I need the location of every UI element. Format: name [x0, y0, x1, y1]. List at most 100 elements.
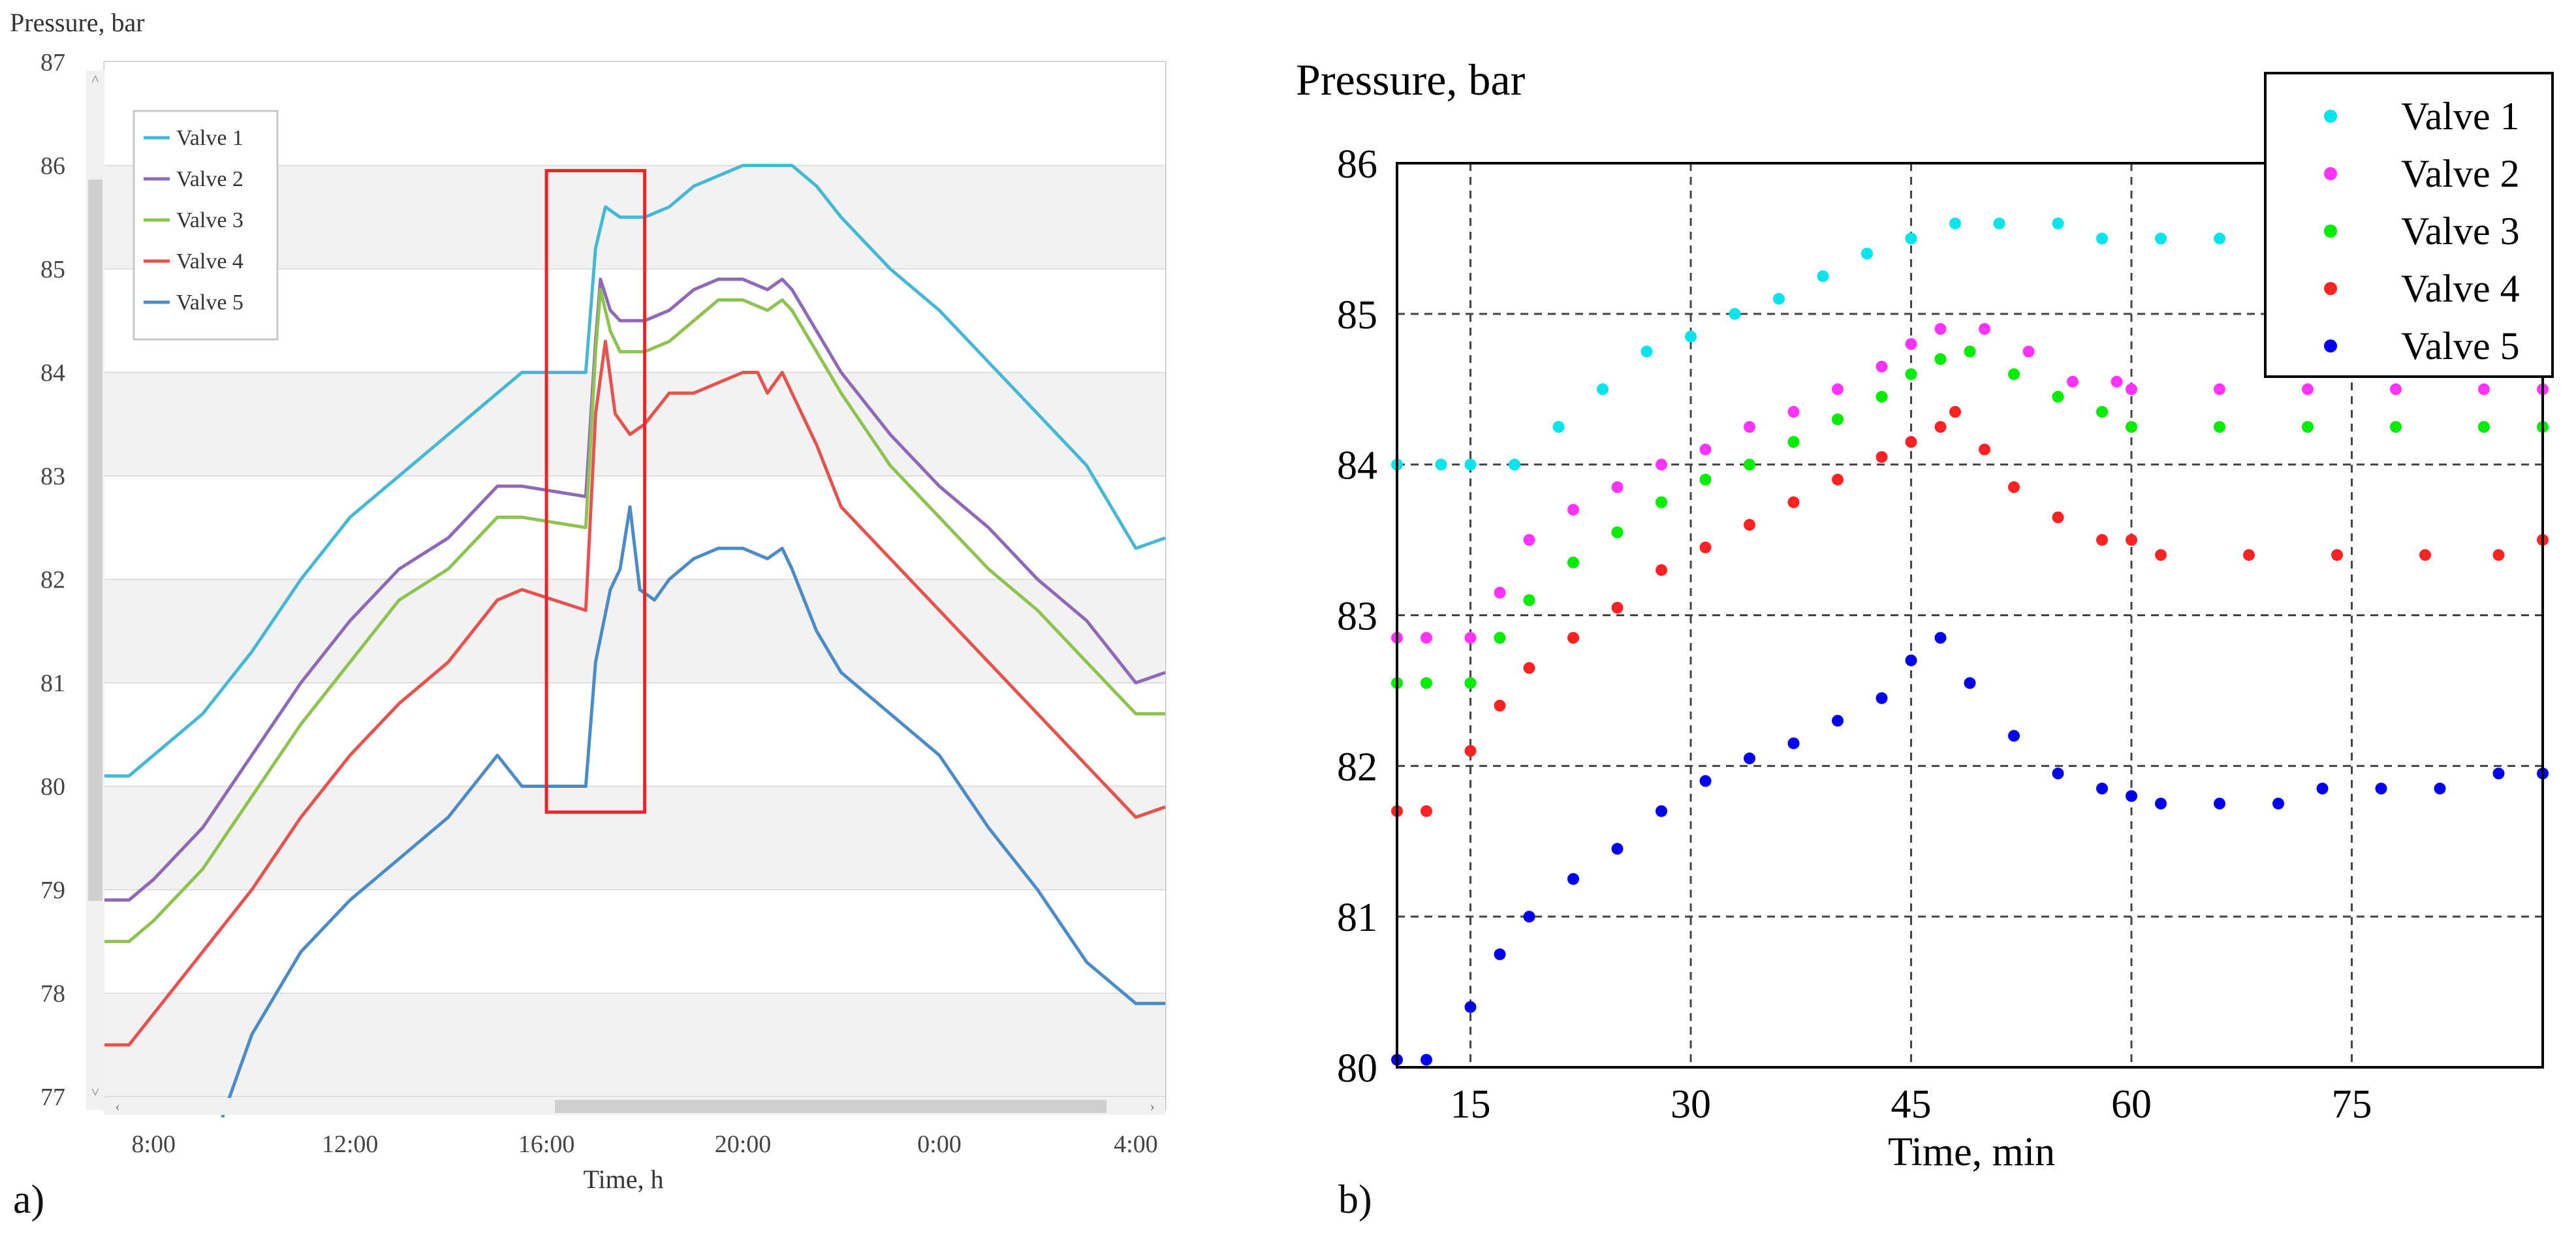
- x-tick-label: 75: [2332, 1082, 2372, 1127]
- x-tick-label: 8:00: [131, 1131, 176, 1158]
- data-point: [2492, 767, 2505, 779]
- data-point: [1787, 737, 1800, 749]
- data-point: [2008, 481, 2020, 493]
- scroll-up-arrow-icon[interactable]: ˄: [91, 70, 99, 87]
- data-point: [1523, 911, 1535, 923]
- data-point: [1934, 353, 1947, 366]
- scroll-right-arrow-icon[interactable]: ›: [1150, 1098, 1154, 1114]
- data-point: [1905, 436, 1917, 448]
- data-point: [1435, 458, 1447, 471]
- data-point: [1567, 632, 1579, 644]
- data-point: [2126, 421, 2137, 433]
- horizontal-scrollbar-thumb[interactable]: [555, 1100, 1107, 1113]
- x-tick-label: 45: [1891, 1082, 1932, 1127]
- data-point: [2008, 368, 2020, 381]
- data-point: [2052, 217, 2064, 230]
- data-point: [1964, 677, 1976, 689]
- scroll-left-arrow-icon[interactable]: ‹: [115, 1098, 119, 1114]
- data-point: [1509, 458, 1520, 471]
- y-tick-label: 83: [1337, 595, 1377, 639]
- panel-a-legend: Valve 1 Valve 2 Valve 3 Valve 4 Valve 5: [133, 110, 279, 341]
- data-point: [1611, 481, 1624, 493]
- data-point: [2052, 767, 2064, 779]
- legend-marker-valve-2: [2324, 167, 2337, 180]
- legend-label-valve-2: Valve 2: [176, 167, 243, 191]
- data-point: [2492, 549, 2505, 561]
- legend-box: [2264, 72, 2554, 378]
- data-point: [1464, 632, 1477, 644]
- series-line-valve-4: [104, 339, 1166, 1047]
- data-point: [2390, 421, 2402, 433]
- panel-a-label: a): [13, 1178, 44, 1222]
- panel-a-x-axis-label: Time, h: [583, 1165, 663, 1194]
- y-tick-label: 87: [40, 49, 65, 76]
- series-valve-1: [1391, 217, 2284, 471]
- scroll-down-arrow-icon[interactable]: ˅: [91, 1084, 99, 1100]
- panel-b-y-axis-label: Pressure, bar: [1296, 55, 1526, 104]
- data-point: [1421, 632, 1432, 644]
- y-tick-label: 83: [40, 463, 65, 490]
- background-band: [104, 372, 1165, 476]
- x-tick-label: 4:00: [1114, 1131, 1158, 1158]
- data-point: [1876, 360, 1888, 373]
- data-point: [1832, 715, 1844, 727]
- data-point: [2302, 383, 2314, 396]
- data-point: [2243, 549, 2255, 561]
- vertical-scrollbar-thumb[interactable]: [88, 180, 102, 901]
- data-point: [2067, 375, 2079, 388]
- data-point: [1523, 662, 1535, 674]
- data-point: [1787, 405, 1800, 418]
- legend-label-valve-3: Valve 3: [2401, 210, 2520, 253]
- data-point: [1993, 217, 2005, 230]
- y-tick-label: 85: [1337, 293, 1377, 337]
- data-point: [2052, 390, 2064, 403]
- x-tick-label: 0:00: [917, 1131, 962, 1158]
- series-line-valve-5: [221, 505, 1165, 1118]
- data-point: [1979, 443, 1990, 456]
- data-point: [1567, 503, 1579, 516]
- data-point: [2096, 783, 2108, 794]
- panel-b-label: b): [1338, 1178, 1372, 1222]
- data-point: [1567, 873, 1579, 885]
- x-tick-label: 60: [2111, 1082, 2152, 1127]
- background-band: [104, 476, 1165, 580]
- data-point: [2126, 790, 2137, 802]
- y-tick-label: 84: [40, 360, 65, 387]
- data-point: [2052, 511, 2064, 524]
- data-point: [2375, 783, 2387, 794]
- data-point: [1656, 496, 1667, 509]
- data-point: [1656, 458, 1667, 471]
- x-tick-label: 15: [1451, 1082, 1491, 1127]
- background-band: [104, 62, 1165, 166]
- data-point: [1979, 322, 1990, 335]
- y-tick-label: 82: [40, 567, 65, 594]
- x-tick-label: 16:00: [518, 1131, 575, 1158]
- data-point: [2155, 232, 2167, 245]
- data-point: [2126, 383, 2137, 396]
- data-point: [1905, 232, 1917, 245]
- data-point: [1876, 451, 1888, 463]
- y-tick-label: 77: [40, 1084, 65, 1111]
- data-point: [1494, 586, 1506, 599]
- y-tick-label: 85: [40, 256, 65, 283]
- data-point: [2331, 549, 2343, 561]
- y-tick-label: 86: [1337, 142, 1377, 187]
- data-point: [2214, 421, 2225, 433]
- data-point: [1611, 526, 1624, 539]
- data-point: [2008, 730, 2020, 742]
- x-tick-label: 20:00: [715, 1131, 772, 1158]
- data-point: [2478, 383, 2490, 396]
- y-tick-label: 82: [1337, 745, 1377, 789]
- legend-label-valve-2: Valve 2: [2401, 152, 2520, 195]
- panel-b-legend: Valve 1 Valve 2 Valve 3 Valve 4 Valve 5: [2264, 72, 2554, 378]
- series-valve-5: [1391, 632, 2549, 1066]
- data-point: [2126, 534, 2137, 546]
- y-tick-label: 84: [1337, 444, 1377, 488]
- legend-label-valve-1: Valve 1: [176, 126, 243, 150]
- data-point: [2096, 534, 2108, 546]
- data-point: [1832, 473, 1844, 486]
- data-point: [1787, 436, 1800, 448]
- data-point: [1934, 421, 1947, 433]
